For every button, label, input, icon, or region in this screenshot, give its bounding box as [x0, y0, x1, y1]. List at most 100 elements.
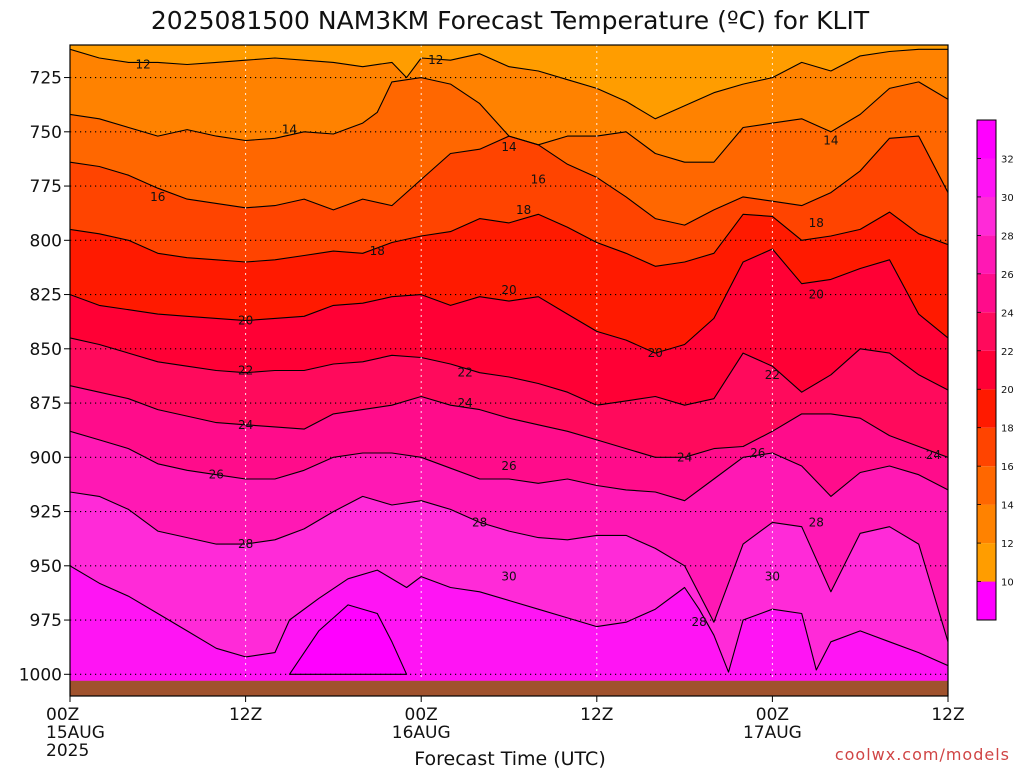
isotherm-30 — [70, 565, 948, 673]
y-tick-label: 850 — [30, 340, 62, 360]
contour-label-16: 16 — [531, 173, 546, 187]
colorbar-tick-label: 18 — [1001, 424, 1014, 435]
colorbar-tick-label: 26 — [1001, 270, 1014, 281]
contour-label-26: 26 — [501, 459, 516, 473]
contour-label-28: 28 — [692, 615, 707, 629]
colorbar-swatch — [977, 350, 996, 390]
y-tick-label: 950 — [30, 557, 62, 577]
colorbar-tick-label: 30 — [1001, 193, 1014, 204]
plot-frame — [69, 44, 949, 697]
colorbar: 10 12 14 16 18 20 22 24 26 28 30 32 — [976, 119, 1014, 621]
contour-label-22: 22 — [457, 366, 472, 380]
colorbar-swatch — [977, 427, 996, 467]
isotherm-18 — [70, 211, 948, 267]
colorbar-swatch — [977, 504, 996, 544]
colorbar-tick-label: 24 — [1001, 308, 1014, 319]
colorbar-tick-label: 10 — [1001, 578, 1014, 589]
x-tick-date-label: 17AUG — [743, 723, 802, 743]
x-tick-label: 12Z — [931, 705, 964, 725]
temperature-bands — [70, 45, 948, 675]
contour-label-20: 20 — [501, 283, 516, 297]
colorbar-swatch — [977, 389, 996, 428]
y-tick-label: 925 — [30, 503, 62, 523]
colorbar-swatch — [977, 312, 996, 351]
x-tick-label: 00Z — [405, 705, 438, 725]
isotherm-14 — [70, 77, 948, 163]
contour-label-14: 14 — [282, 123, 297, 137]
contour-label-24: 24 — [457, 396, 472, 410]
contour-label-16: 16 — [150, 190, 165, 204]
isotherm-22 — [70, 337, 948, 406]
x-axis-label: Forecast Time (UTC) — [414, 748, 605, 768]
y-tick-label: 750 — [30, 123, 62, 143]
contour-label-20: 20 — [238, 314, 253, 328]
grid-lines — [70, 45, 948, 696]
contour-label-20: 20 — [648, 346, 663, 360]
contour-label-26: 26 — [750, 446, 765, 460]
isotherm-12 — [70, 48, 948, 120]
x-tick-year-label: 2025 — [46, 741, 89, 761]
contour-label-12: 12 — [428, 53, 443, 67]
contour-label-12: 12 — [136, 58, 151, 72]
colorbar-swatch — [977, 120, 996, 159]
contour-label-14: 14 — [823, 134, 838, 148]
y-tick-label: 875 — [30, 394, 62, 414]
x-tick-label: 00Z — [756, 705, 789, 725]
colorbar-tick-label: 32 — [1001, 154, 1014, 165]
colorbar-swatch — [977, 581, 996, 620]
colorbar-tick-label: 28 — [1001, 231, 1014, 242]
contour-label-14: 14 — [501, 140, 516, 154]
colorbar-swatch — [977, 543, 996, 582]
y-tick-label: 900 — [30, 448, 62, 468]
x-tick-label: 12Z — [229, 705, 262, 725]
contour-label-28: 28 — [472, 515, 487, 529]
contour-label-22: 22 — [765, 368, 780, 382]
y-axis: 725 750 775 800 825 850 875 900 925 950 975 1000 — [19, 69, 70, 685]
contour-label-28: 28 — [809, 515, 824, 529]
contour-label-24: 24 — [238, 418, 253, 432]
x-tick-label: 12Z — [580, 705, 613, 725]
colorbar-tick-label: 14 — [1001, 501, 1014, 512]
y-tick-label: 775 — [30, 177, 62, 197]
contour-label-30: 30 — [501, 570, 516, 584]
contour-label-20: 20 — [809, 288, 824, 302]
colorbar-tick-label: 12 — [1001, 539, 1014, 550]
chart-title: 2025081500 NAM3KM Forecast Temperature (… — [151, 6, 870, 35]
colorbar-frame — [976, 119, 997, 621]
contour-label-26: 26 — [209, 468, 224, 482]
contour-label-22: 22 — [238, 364, 253, 378]
isotherm-20 — [70, 248, 948, 354]
contour-label-28: 28 — [238, 537, 253, 551]
colorbar-swatch — [977, 158, 996, 197]
contour-label-18: 18 — [516, 203, 531, 217]
colorbar-tick-label: 20 — [1001, 385, 1014, 396]
isotherm-28 — [70, 491, 948, 642]
contour-label-18: 18 — [809, 216, 824, 230]
ground-band — [70, 680, 948, 696]
isotherm-lines — [70, 48, 948, 675]
y-tick-label: 825 — [30, 286, 62, 306]
x-tick-date-label: 16AUG — [392, 723, 451, 743]
isotherm-32 — [288, 604, 408, 675]
y-tick-label: 975 — [30, 611, 62, 631]
contour-label-24: 24 — [926, 448, 941, 462]
x-tick-date-label: 15AUG — [46, 723, 105, 743]
colorbar-swatch — [977, 235, 996, 274]
contour-labels: 12 12 14 14 14 16 16 18 18 18 20 20 20 20 22 22 22 24 24 24… — [136, 53, 941, 629]
y-tick-label: 1000 — [19, 665, 62, 685]
band-12 — [70, 45, 948, 119]
colorbar-swatch — [977, 466, 996, 505]
isotherm-24 — [70, 385, 948, 458]
colorbar-tick-label: 16 — [1001, 462, 1014, 473]
contour-label-18: 18 — [370, 244, 385, 258]
isotherm-16 — [70, 135, 948, 226]
y-tick-label: 725 — [30, 69, 62, 89]
y-tick-label: 800 — [30, 231, 62, 251]
colorbar-swatch — [977, 196, 996, 236]
colorbar-tick-label: 22 — [1001, 347, 1014, 358]
isotherm-26 — [70, 430, 948, 502]
colorbar-swatch — [977, 273, 996, 313]
contour-label-30: 30 — [765, 570, 780, 584]
